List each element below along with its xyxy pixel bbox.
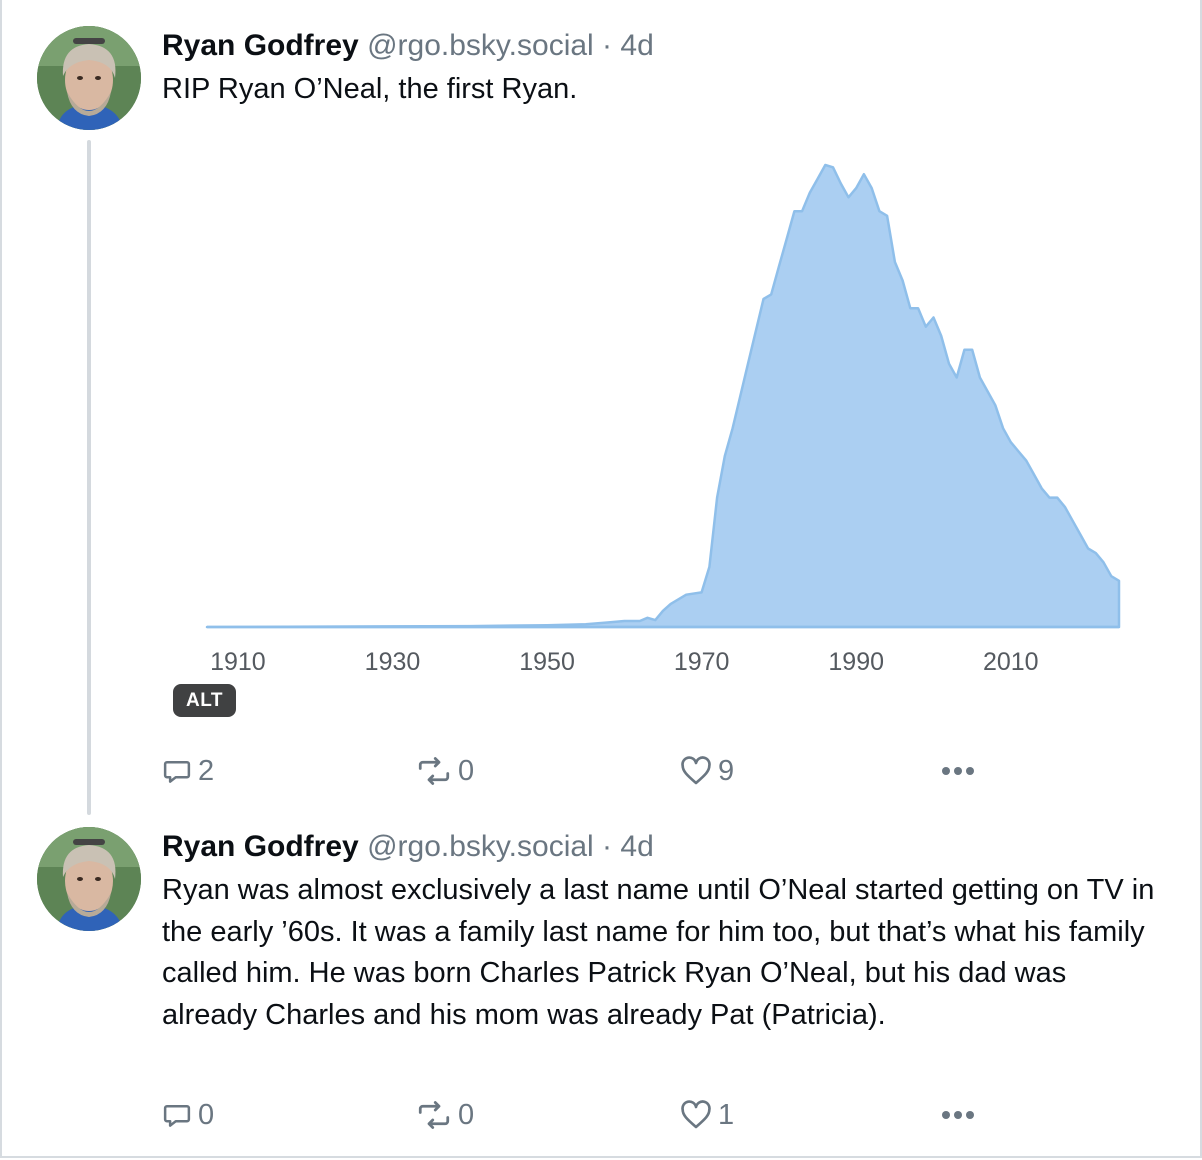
repost-arrows-icon — [418, 1101, 450, 1129]
repost-button[interactable]: 0 — [416, 751, 474, 791]
ellipsis-icon — [942, 767, 974, 775]
repost-arrows-icon — [418, 757, 450, 785]
heart-outline-icon — [681, 756, 711, 785]
name-popularity-chart[interactable]: 1910 1930 1950 1970 1990 2010 — [150, 130, 1150, 700]
avatar-photo-icon — [37, 827, 141, 931]
reply-count: 2 — [198, 754, 215, 787]
like-count: 1 — [718, 1098, 735, 1131]
reply-button[interactable]: 2 — [162, 751, 214, 791]
repost-count: 0 — [458, 1098, 475, 1131]
post-timestamp[interactable]: 4d — [620, 830, 654, 863]
author-handle[interactable]: @rgo.bsky.social — [367, 830, 594, 863]
author-handle[interactable]: @rgo.bsky.social — [367, 29, 594, 62]
like-button[interactable]: 9 — [680, 751, 734, 791]
x-axis-ticks: 1910 1930 1950 1970 1990 2010 — [210, 648, 1039, 676]
thread-connector-line — [87, 140, 91, 815]
more-options-button[interactable] — [940, 1095, 976, 1135]
x-tick-label: 1970 — [674, 648, 730, 676]
author-name[interactable]: Ryan Godfrey — [162, 830, 359, 863]
post-header: Ryan Godfrey @rgo.bsky.social · 4d — [162, 829, 654, 865]
avatar-photo-icon — [37, 26, 141, 130]
speech-bubble-icon — [163, 1105, 191, 1127]
reply-count: 0 — [198, 1098, 215, 1131]
separator-dot: · — [602, 830, 613, 863]
post-header: Ryan Godfrey @rgo.bsky.social · 4d — [162, 28, 654, 64]
more-options-button[interactable] — [940, 751, 976, 791]
x-tick-label: 1930 — [365, 648, 421, 676]
avatar[interactable] — [37, 827, 141, 931]
ellipsis-icon — [942, 1111, 974, 1119]
x-tick-label: 1950 — [519, 648, 575, 676]
x-tick-label: 2010 — [983, 648, 1039, 676]
like-count: 9 — [718, 754, 735, 787]
like-button[interactable]: 1 — [680, 1095, 734, 1135]
repost-button[interactable]: 0 — [416, 1095, 474, 1135]
post-text: RIP Ryan O’Neal, the first Ryan. — [162, 73, 578, 105]
separator-dot: · — [602, 29, 613, 62]
reply-button[interactable]: 0 — [162, 1095, 214, 1135]
x-tick-label: 1910 — [210, 648, 266, 676]
speech-bubble-icon — [163, 761, 191, 783]
post-timestamp[interactable]: 4d — [620, 29, 654, 62]
author-name[interactable]: Ryan Godfrey — [162, 29, 359, 62]
avatar[interactable] — [37, 26, 141, 130]
repost-count: 0 — [458, 754, 475, 787]
post-actions: 2 0 9 — [162, 751, 1142, 791]
alt-text-badge[interactable]: ALT — [173, 684, 236, 717]
post-text: Ryan was almost exclusively a last name … — [162, 874, 1155, 1031]
chart-area-series — [205, 163, 1121, 629]
post-actions: 0 0 1 — [162, 1095, 1142, 1135]
x-tick-label: 1990 — [828, 648, 884, 676]
heart-outline-icon — [681, 1100, 711, 1129]
